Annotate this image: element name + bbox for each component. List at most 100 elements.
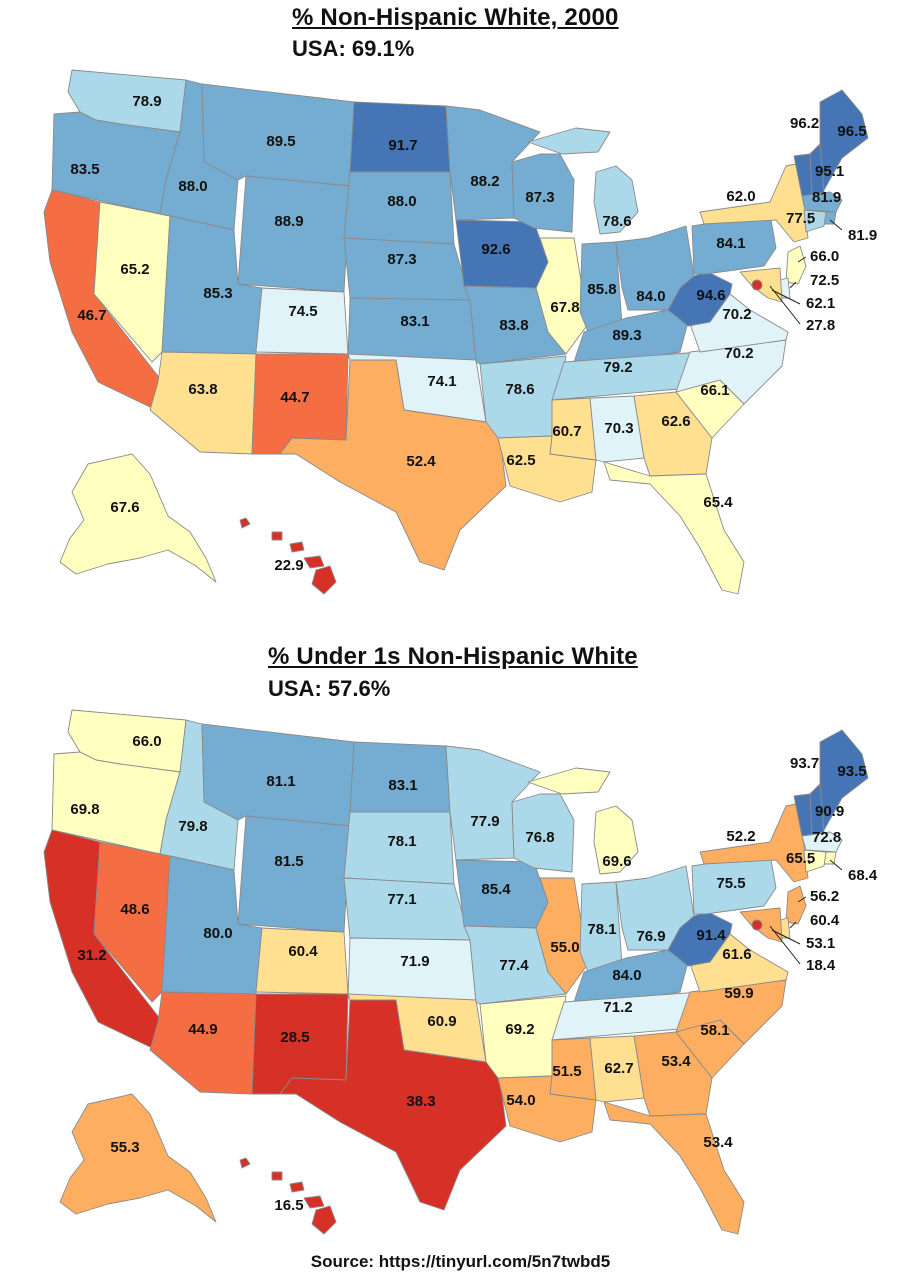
state-fl [603,461,745,595]
value-label-ri: 81.9 [848,227,877,244]
callout-line-md [771,289,801,305]
callout-line-nj [797,256,807,263]
state-hi [239,517,337,595]
map-under1-usa-label: USA: 57.6% [268,676,391,701]
value-label-mn: 88.2 [470,173,499,190]
state-az [149,351,257,455]
value-label-md: 53.1 [806,935,835,952]
value-label-va: 61.6 [722,946,751,963]
state-ms [549,1037,597,1101]
state-az [149,991,257,1095]
value-label-ar: 69.2 [505,1021,534,1038]
value-label-ia: 85.4 [481,881,511,898]
state-dc [751,279,763,291]
state-al [589,1035,645,1103]
value-label-dc: 27.8 [806,317,835,334]
value-label-tn: 79.2 [603,359,632,376]
value-label-mn: 77.9 [470,813,499,830]
state-nj [785,245,807,285]
value-label-sd: 88.0 [387,193,416,210]
value-label-ct: 65.5 [786,850,815,867]
state-ct [803,849,827,873]
value-label-nv: 65.2 [120,261,149,278]
state-co [255,287,349,355]
value-label-ak: 67.6 [110,499,139,516]
callout-line-de [789,281,797,289]
state-dc [751,919,763,931]
value-label-nj: 56.2 [810,888,839,905]
state-ks [347,297,477,363]
value-label-tx: 52.4 [406,453,436,470]
value-label-ks: 83.1 [400,313,429,330]
value-label-wy: 88.9 [274,213,303,230]
value-label-ok: 74.1 [427,373,456,390]
value-label-ri: 68.4 [848,867,878,884]
value-label-wi: 87.3 [525,189,554,206]
value-label-me: 96.5 [837,123,866,140]
value-label-mo: 77.4 [499,957,529,974]
value-label-in: 85.8 [587,281,616,298]
state-ms [549,397,597,461]
value-label-id: 88.0 [178,178,207,195]
state-me [819,89,869,191]
value-label-ms: 51.5 [552,1063,581,1080]
callout-line-de [789,921,797,929]
callout-line-ct [807,221,811,225]
value-label-pa: 84.1 [716,235,745,252]
value-label-ok: 60.9 [427,1013,456,1030]
value-label-or: 69.8 [70,801,99,818]
value-label-mi: 69.6 [602,853,631,870]
value-label-nh: 95.1 [815,163,844,180]
map-2000: 78.9 83.5 46.7 65.2 88.0 89.5 88.9 85.3 74.5 63.8… [0,62,921,602]
value-label-ky: 89.3 [612,327,641,344]
value-label-il: 55.0 [550,939,579,956]
state-nh [809,143,825,197]
state-il [535,237,589,355]
callout-line-dc [769,925,801,965]
value-label-hi: 22.9 [274,557,303,574]
value-label-or: 83.5 [70,161,99,178]
state-ct [803,209,827,233]
value-label-ca: 46.7 [77,307,106,324]
value-label-ga: 53.4 [661,1053,691,1070]
value-label-id: 79.8 [178,818,207,835]
value-label-nj: 66.0 [810,248,839,265]
value-label-dc: 18.4 [806,957,836,974]
value-label-nm: 44.7 [280,389,309,406]
value-label-nh: 90.9 [815,803,844,820]
map-under1: 66.0 69.8 31.2 48.6 79.8 81.1 81.5 80.0 60.4 44.9… [0,702,921,1242]
value-label-la: 62.5 [506,452,535,469]
value-label-fl: 65.4 [703,494,733,511]
state-wy [237,815,351,933]
source-credit: Source: https://tinyurl.com/5n7twbd5 [310,1252,611,1271]
value-label-ma: 72.8 [812,829,841,846]
value-label-sd: 78.1 [387,833,416,850]
value-label-ne: 77.1 [387,891,416,908]
value-label-al: 70.3 [604,420,633,437]
value-label-tx: 38.3 [406,1093,435,1110]
state-ak [59,453,217,583]
state-wy [237,175,351,293]
value-label-co: 60.4 [288,943,318,960]
state-wv [667,271,733,327]
callout-line-ri [829,219,843,231]
value-label-hi: 16.5 [274,1197,303,1214]
value-label-ak: 55.3 [110,1139,139,1156]
value-label-fl: 53.4 [703,1134,733,1151]
state-nj [785,885,807,925]
value-label-sc: 58.1 [700,1022,729,1039]
value-label-oh: 84.0 [636,288,665,305]
value-label-la: 54.0 [506,1092,535,1109]
value-label-wv: 94.6 [696,287,725,304]
state-hi [239,1157,337,1235]
value-label-ut: 80.0 [203,925,232,942]
value-label-ne: 87.3 [387,251,416,268]
state-tx [279,359,507,571]
state-ks [347,937,477,1003]
state-il [535,877,589,995]
value-label-va: 70.2 [722,306,751,323]
value-label-ia: 92.6 [481,241,510,258]
value-label-nv: 48.6 [120,901,149,918]
state-wi [511,153,575,233]
state-ak [59,1093,217,1223]
